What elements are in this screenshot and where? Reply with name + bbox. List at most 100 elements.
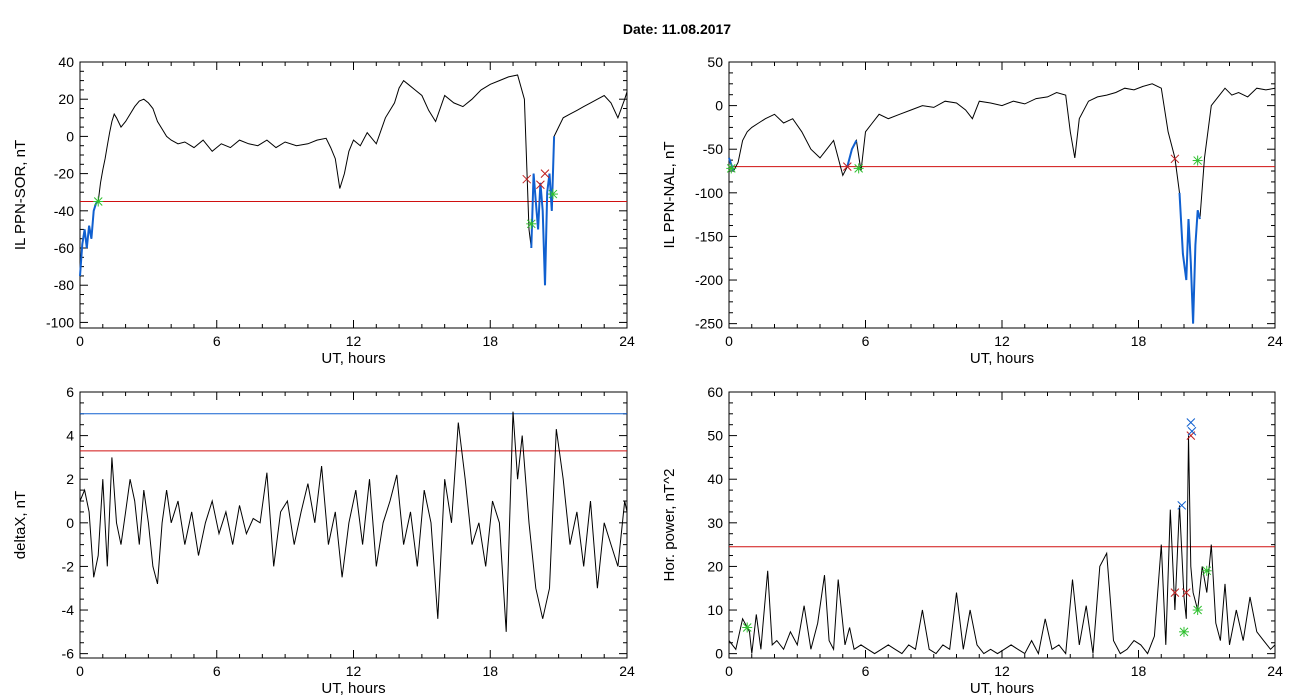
y-tick-label: -80 [54, 277, 74, 293]
marker-stroke [1170, 154, 1180, 164]
star-marker [726, 163, 737, 174]
y-tick-label: -50 [703, 141, 723, 157]
y-tick-label: 0 [715, 646, 723, 662]
y-tick-label: 20 [707, 558, 723, 574]
cross-marker [522, 174, 532, 184]
x-tick-label: 0 [76, 333, 84, 349]
star-marker [93, 196, 104, 207]
marker-stroke [842, 162, 852, 172]
x-tick-label: 12 [994, 333, 1010, 349]
cross-marker [1177, 501, 1187, 510]
star-marker [1201, 565, 1212, 576]
x-tick-label: 6 [213, 663, 221, 679]
y-tick-label: 0 [66, 515, 74, 531]
y-tick-label: -2 [62, 558, 75, 574]
cross-marker [842, 162, 852, 172]
plot-frame [728, 61, 1276, 329]
cross-marker [1187, 426, 1197, 436]
panel-sor: 0 6 12 18 24 40 20 0 -20 -40 -60 -80 -100 UT, hours IL… [12, 54, 635, 367]
marker-stroke [522, 174, 532, 184]
marker-stroke [1186, 418, 1196, 427]
x-tick-label: 12 [994, 663, 1010, 679]
y-tick-label: -60 [54, 240, 74, 256]
star-marker [1192, 605, 1203, 616]
y-tick-label: -20 [54, 166, 74, 182]
series-highlight [846, 140, 858, 167]
cross-marker [540, 169, 550, 178]
marker-stroke [1177, 501, 1187, 510]
y-tick-label: -250 [695, 316, 723, 332]
y-tick-label: 40 [707, 471, 723, 487]
x-tick-label: 6 [213, 333, 221, 349]
marker-stroke [1187, 426, 1197, 436]
y-axis-label: Hor. power, nT^2 [661, 469, 678, 582]
panel-nal: 0 6 12 18 24 50 0 -50 -100 -150 -200 -250 UT, hours I… [661, 54, 1283, 367]
series-highlight [530, 136, 556, 286]
y-tick-label: -200 [695, 272, 723, 288]
star-marker [1179, 626, 1189, 637]
x-tick-label: 24 [619, 663, 635, 679]
panel-deltax: 0 6 12 18 24 6 4 2 0 -2 -4 -6 UT, hours deltaX, nT [12, 384, 635, 697]
x-tick-label: 18 [482, 663, 498, 679]
x-tick-label: 12 [346, 663, 362, 679]
y-axis-label: IL PPN-NAL, nT [661, 142, 678, 249]
panel-power: 0 6 12 18 24 60 50 40 30 20 10 0 UT, hours Hor. power… [661, 384, 1283, 697]
star-marker [526, 218, 537, 229]
cross-marker [1170, 588, 1180, 597]
y-tick-label: 0 [715, 98, 723, 114]
x-tick-label: 18 [482, 333, 498, 349]
x-tick-label: 24 [1267, 663, 1283, 679]
y-tick-label: -40 [54, 203, 74, 219]
marker-stroke [540, 169, 550, 178]
y-tick-label: 50 [707, 54, 723, 70]
x-tick-label: 6 [862, 663, 870, 679]
series-line [728, 83, 1276, 324]
y-tick-label: -100 [46, 314, 74, 330]
star-marker [853, 163, 864, 174]
y-tick-label: 50 [707, 428, 723, 444]
y-tick-label: 10 [707, 602, 723, 618]
y-tick-label: 0 [66, 128, 74, 144]
y-tick-label: -100 [695, 185, 723, 201]
y-tick-label: -4 [62, 602, 75, 618]
cross-marker [536, 180, 545, 190]
x-tick-label: 0 [76, 663, 84, 679]
x-tick-label: 6 [862, 333, 870, 349]
x-axis-label: UT, hours [970, 350, 1034, 367]
plot-frame [79, 61, 628, 329]
y-tick-label: 40 [58, 54, 74, 70]
y-tick-label: -150 [695, 228, 723, 244]
x-tick-label: 12 [346, 333, 362, 349]
cross-marker [1186, 418, 1196, 427]
y-tick-label: 2 [66, 471, 74, 487]
figure-title: Date: 11.08.2017 [623, 21, 731, 37]
series-highlight [1178, 192, 1201, 324]
y-tick-label: -6 [62, 646, 75, 662]
y-tick-label: 4 [66, 428, 74, 444]
series-line [728, 435, 1276, 656]
y-tick-label: 6 [66, 384, 74, 400]
star-marker [1192, 155, 1203, 166]
x-tick-label: 0 [725, 333, 733, 349]
y-tick-label: 20 [58, 91, 74, 107]
x-axis-label: UT, hours [321, 680, 385, 697]
x-tick-label: 24 [619, 333, 635, 349]
y-axis-label: IL PPN-SOR, nT [12, 140, 29, 250]
marker-stroke [1181, 588, 1191, 597]
x-tick-label: 24 [1267, 333, 1283, 349]
x-tick-label: 0 [725, 663, 733, 679]
marker-stroke [536, 180, 545, 190]
y-axis-label: deltaX, nT [12, 491, 29, 559]
series-highlight [79, 200, 99, 276]
cross-marker [1170, 154, 1180, 164]
star-marker [547, 189, 558, 200]
y-tick-label: 30 [707, 515, 723, 531]
star-marker [742, 622, 753, 633]
series-line [79, 411, 628, 632]
x-tick-label: 18 [1131, 333, 1147, 349]
x-axis-label: UT, hours [970, 680, 1034, 697]
marker-stroke [1170, 588, 1180, 597]
cross-marker [1181, 588, 1191, 597]
